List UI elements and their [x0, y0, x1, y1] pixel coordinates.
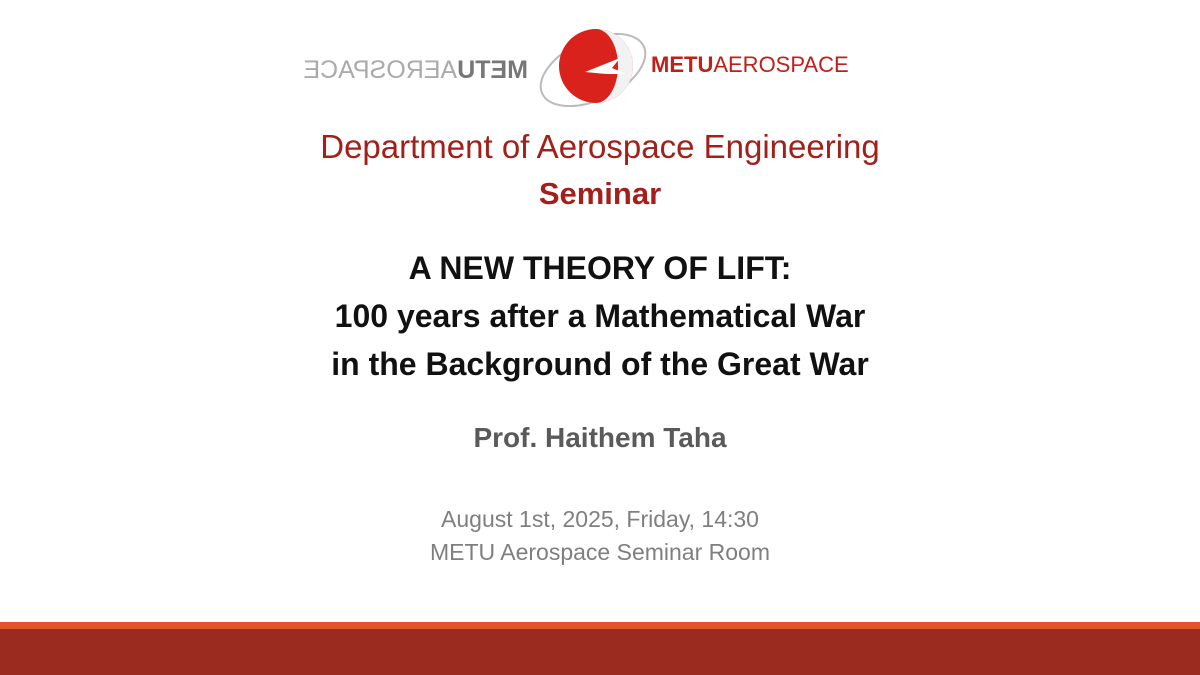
- talk-title: A NEW THEORY OF LIFT:: [408, 250, 792, 286]
- mirrored-wordmark: METUAEROSPACE: [303, 56, 528, 84]
- datetime: August 1st, 2025, Friday, 14:30: [441, 506, 759, 532]
- logo-bold: METU: [457, 56, 528, 84]
- logo-plane: [585, 58, 626, 74]
- speaker: Prof. Haithem Taha: [473, 422, 727, 453]
- logo-rest: AEROSPACE: [713, 52, 848, 77]
- logo-rest: AEROSPACE: [303, 56, 457, 84]
- venue: METU Aerospace Seminar Room: [429, 539, 770, 565]
- accent-stripe: [0, 622, 1200, 629]
- department: Department of Aerospace Engineering: [320, 128, 880, 165]
- logo-highlight: [596, 29, 633, 103]
- logo-globe: [559, 29, 633, 103]
- talk-title: in the Background of the Great War: [331, 346, 869, 382]
- logo-bold: METU: [651, 52, 713, 77]
- event-type: Seminar: [538, 176, 662, 211]
- footer-band: [0, 629, 1200, 675]
- logo-text: METUAEROSPACE: [303, 56, 528, 84]
- talk-title: 100 years after a Mathematical War: [334, 298, 866, 334]
- logo-text: METUAEROSPACE: [651, 52, 849, 77]
- logo: METUAEROSPACE METUAEROSPACE: [303, 29, 849, 108]
